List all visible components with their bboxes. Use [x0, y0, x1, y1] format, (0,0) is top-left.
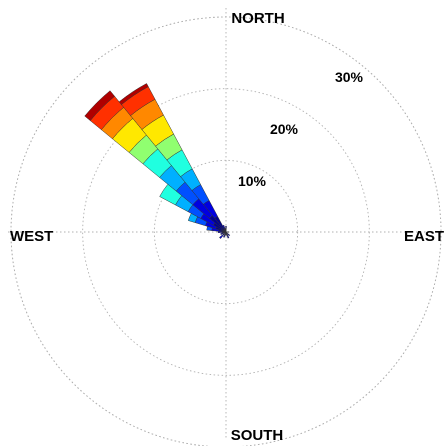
north-label: NORTH [231, 10, 284, 27]
sector-135-bin-2 [227, 233, 231, 237]
grid-ring-20 [82, 88, 370, 376]
sector-0-bin-2 [225, 226, 227, 229]
sector-180-bin-1 [225, 231, 227, 236]
ring-label-group: 10% 20% 30% [238, 69, 364, 189]
ring-label-30: 30% [335, 69, 364, 85]
sector-group [84, 83, 231, 240]
sector-0-bin-1 [225, 228, 227, 233]
sector-315-bin-10 [84, 90, 115, 121]
east-label: EAST [404, 228, 444, 245]
sector-326.25-bin-10 [118, 83, 149, 105]
ring-group [10, 16, 442, 446]
sector-303.75-bin-5 [159, 183, 183, 206]
sector-225-bin-2 [218, 234, 224, 240]
sector-270-bin-2 [217, 230, 222, 234]
sector-281.25-bin-3 [206, 226, 213, 231]
sector-292.5-bin-4 [187, 213, 198, 223]
sector-247.5-bin-2 [220, 232, 224, 236]
sector-157.5-bin-2 [226, 234, 230, 239]
south-label: SOUTH [231, 427, 284, 444]
ring-label-10: 10% [238, 173, 267, 189]
sector-90-bin-1 [225, 231, 230, 233]
grid-ring-10 [153, 159, 299, 305]
west-label: WEST [10, 228, 53, 245]
grid-ring-30 [10, 16, 442, 446]
ring-label-20: 20% [270, 121, 299, 137]
sector-202.5-bin-2 [222, 234, 226, 238]
sector-337.5-bin-2 [222, 224, 226, 230]
